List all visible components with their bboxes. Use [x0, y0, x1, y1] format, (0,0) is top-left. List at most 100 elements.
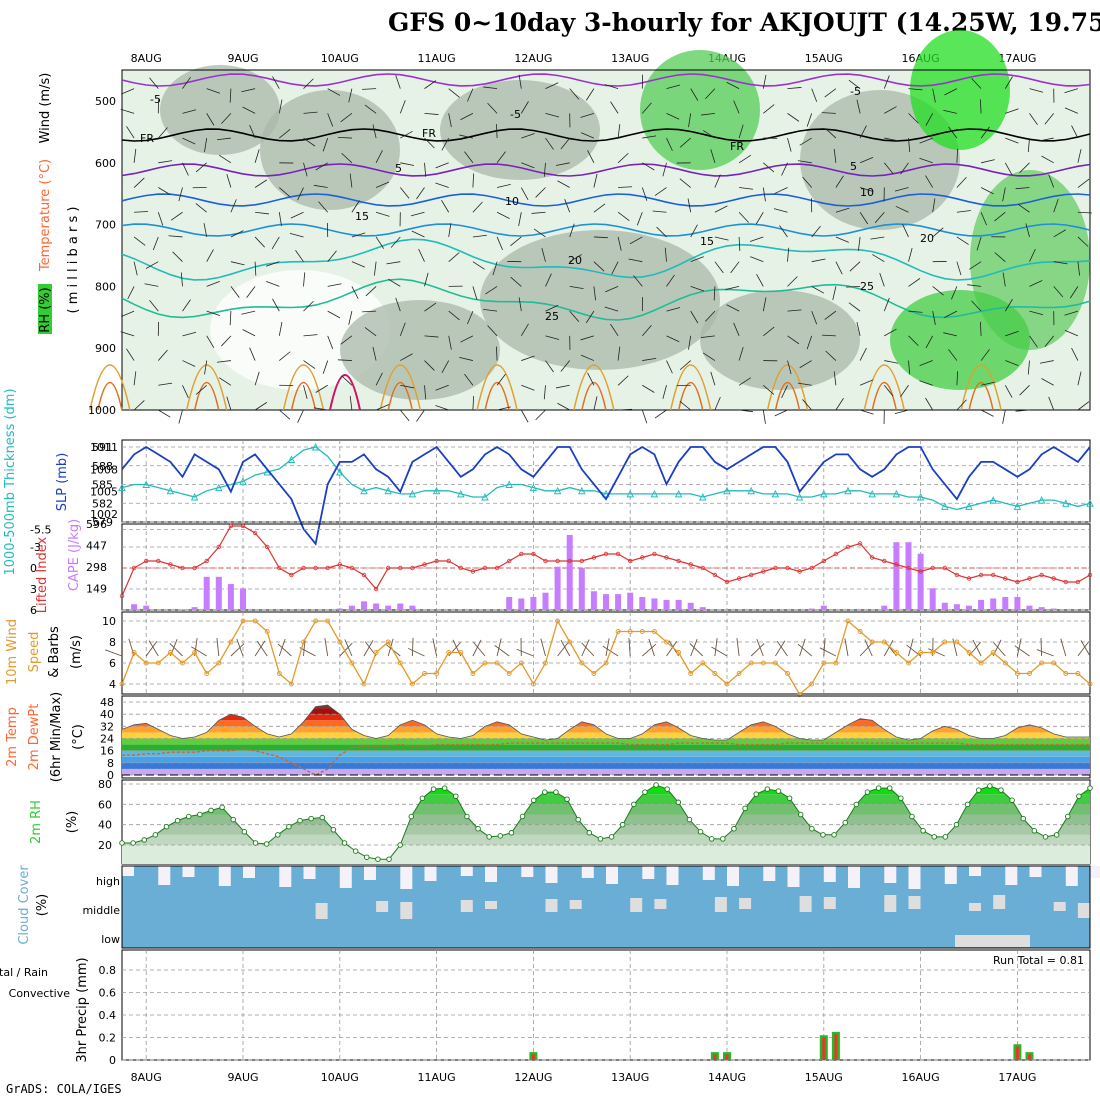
wind-speed-point	[809, 681, 815, 687]
temperature-unit-label: (°C)	[71, 724, 86, 750]
wind-barb	[1015, 187, 1030, 190]
wind-barb	[835, 175, 844, 188]
rh-shading	[480, 230, 720, 370]
slp-tick-label: 1008	[90, 463, 118, 476]
wind-barb	[641, 187, 648, 201]
warm-contour	[97, 381, 123, 411]
cape-bar	[336, 608, 343, 610]
lifted-index-point	[446, 558, 451, 564]
wind-barb	[944, 88, 958, 96]
rh-point	[708, 836, 715, 842]
wind-barb	[206, 281, 220, 287]
date-label-bottom: 15AUG	[805, 1071, 843, 1084]
lifted-index-point	[240, 523, 246, 529]
wind-barb	[779, 225, 788, 238]
wind-barb	[459, 357, 473, 361]
wind-barb	[364, 104, 377, 114]
surface-wind-barb	[363, 640, 374, 657]
pressure-tick-label: 500	[95, 95, 116, 108]
cape-bar	[506, 597, 513, 610]
wind-barb	[1029, 113, 1038, 126]
rh-point	[197, 811, 203, 818]
lifted-index-point	[1087, 572, 1093, 578]
thickness-point	[1062, 499, 1070, 507]
wind-speed-point	[700, 660, 706, 666]
wind-barb	[750, 256, 764, 263]
temperature-tick-label: 40	[100, 708, 114, 721]
wind-barb	[666, 112, 680, 120]
wind-barb	[1029, 335, 1038, 348]
wind-barb	[725, 286, 740, 290]
dewpoint-axis-label: 2m DewPt	[27, 704, 42, 771]
wind-barb	[182, 331, 197, 337]
wind-barb	[641, 102, 652, 114]
warm-contour	[290, 381, 317, 411]
wind-barb	[894, 409, 909, 415]
rh-point	[820, 832, 826, 838]
temperature-band	[122, 720, 1090, 727]
rh-shading	[260, 90, 400, 210]
wind-barb	[848, 79, 861, 89]
wind-barb	[763, 384, 775, 395]
precip-convective-bar	[822, 1037, 826, 1060]
rh-point	[875, 785, 882, 791]
rh-point	[1009, 797, 1015, 804]
lifted-index-point	[978, 572, 984, 578]
thickness-tick-label: 582	[92, 497, 113, 510]
rh-point	[831, 832, 837, 838]
wind-barb	[424, 385, 427, 400]
rh-point	[319, 814, 326, 821]
lifted-index-point	[870, 555, 875, 560]
middle-cloud-gap	[823, 897, 836, 909]
lifted-index-point	[857, 541, 863, 546]
cape-bar	[1014, 597, 1021, 610]
wind-speed-point	[906, 660, 911, 666]
wind-barb	[1064, 310, 1079, 316]
wind-barb	[410, 211, 425, 217]
wind-barb	[832, 286, 837, 301]
wind-barb	[1002, 409, 1006, 424]
wind-barb	[221, 113, 232, 124]
wind-barb	[884, 328, 897, 337]
temperature-contour-label: 5	[395, 162, 402, 175]
wind-barb	[908, 138, 911, 153]
cloud-layer-label-high: high	[96, 875, 120, 888]
wind-speed-point	[869, 639, 875, 645]
wind-barb	[617, 211, 630, 221]
wind-barb	[1039, 360, 1054, 364]
temperature-contour-label: 20	[920, 232, 934, 245]
cape-bar	[530, 597, 537, 610]
wind-barb	[994, 252, 1006, 262]
wind-barb	[545, 335, 560, 340]
wind-barb	[295, 249, 304, 262]
high-cloud-gap	[243, 866, 255, 878]
wind-barb	[327, 250, 337, 262]
high-cloud-gap	[545, 866, 558, 883]
surface-wind-barb	[236, 638, 244, 657]
slp-tick-label: 1005	[90, 486, 118, 499]
wind-barb	[386, 261, 401, 265]
lifted-index-point	[773, 565, 778, 571]
wind-barb	[545, 273, 552, 287]
high-cloud-gap	[581, 866, 594, 878]
rh-point	[441, 785, 448, 791]
cape-bar	[808, 608, 815, 610]
rh-point	[864, 789, 871, 795]
lifted-index-point	[1051, 576, 1056, 581]
surface-wind-barb	[756, 639, 764, 657]
cape-bar	[929, 588, 936, 610]
wind-barb	[781, 162, 788, 176]
lifted-index-point	[470, 569, 476, 574]
wind-barb	[787, 335, 800, 345]
thickness-point	[844, 486, 852, 495]
wind-barb	[859, 125, 867, 139]
temperature-band	[122, 738, 1090, 745]
wind-barb	[297, 187, 304, 201]
cape-bar	[1038, 607, 1045, 610]
wind-barb	[994, 211, 1006, 222]
lifted-index-point	[361, 572, 367, 578]
temperature-line	[121, 704, 1090, 741]
rh-point	[230, 816, 237, 823]
wind-speed-point	[180, 660, 185, 666]
wind-barb	[979, 321, 982, 336]
